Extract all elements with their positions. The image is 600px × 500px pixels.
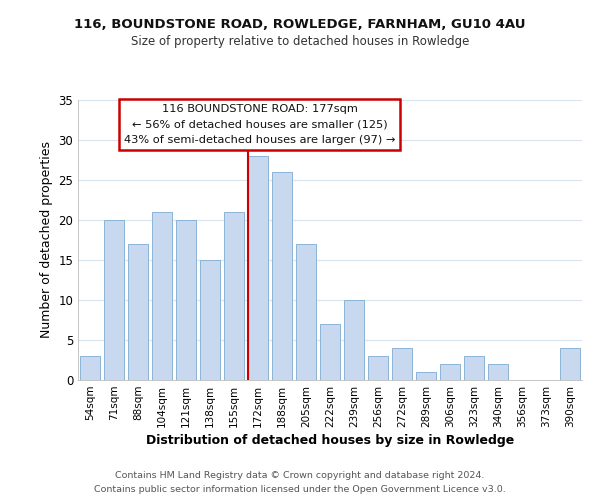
Text: Contains HM Land Registry data © Crown copyright and database right 2024.: Contains HM Land Registry data © Crown c… xyxy=(115,472,485,480)
Bar xyxy=(464,356,484,380)
Bar xyxy=(440,364,460,380)
Bar xyxy=(416,372,436,380)
Text: Size of property relative to detached houses in Rowledge: Size of property relative to detached ho… xyxy=(131,35,469,48)
Text: 116 BOUNDSTONE ROAD: 177sqm
← 56% of detached houses are smaller (125)
43% of se: 116 BOUNDSTONE ROAD: 177sqm ← 56% of det… xyxy=(124,104,395,144)
X-axis label: Distribution of detached houses by size in Rowledge: Distribution of detached houses by size … xyxy=(146,434,514,447)
Bar xyxy=(272,172,292,380)
Bar xyxy=(344,300,364,380)
Bar xyxy=(320,324,340,380)
Bar xyxy=(560,348,580,380)
Text: Contains public sector information licensed under the Open Government Licence v3: Contains public sector information licen… xyxy=(94,484,506,494)
Bar xyxy=(296,244,316,380)
Bar xyxy=(224,212,244,380)
Bar xyxy=(80,356,100,380)
Bar xyxy=(176,220,196,380)
Bar xyxy=(392,348,412,380)
Bar xyxy=(248,156,268,380)
Bar xyxy=(104,220,124,380)
Bar xyxy=(200,260,220,380)
Y-axis label: Number of detached properties: Number of detached properties xyxy=(40,142,53,338)
Bar xyxy=(368,356,388,380)
Bar xyxy=(488,364,508,380)
Text: 116, BOUNDSTONE ROAD, ROWLEDGE, FARNHAM, GU10 4AU: 116, BOUNDSTONE ROAD, ROWLEDGE, FARNHAM,… xyxy=(74,18,526,30)
Bar xyxy=(128,244,148,380)
Bar xyxy=(152,212,172,380)
